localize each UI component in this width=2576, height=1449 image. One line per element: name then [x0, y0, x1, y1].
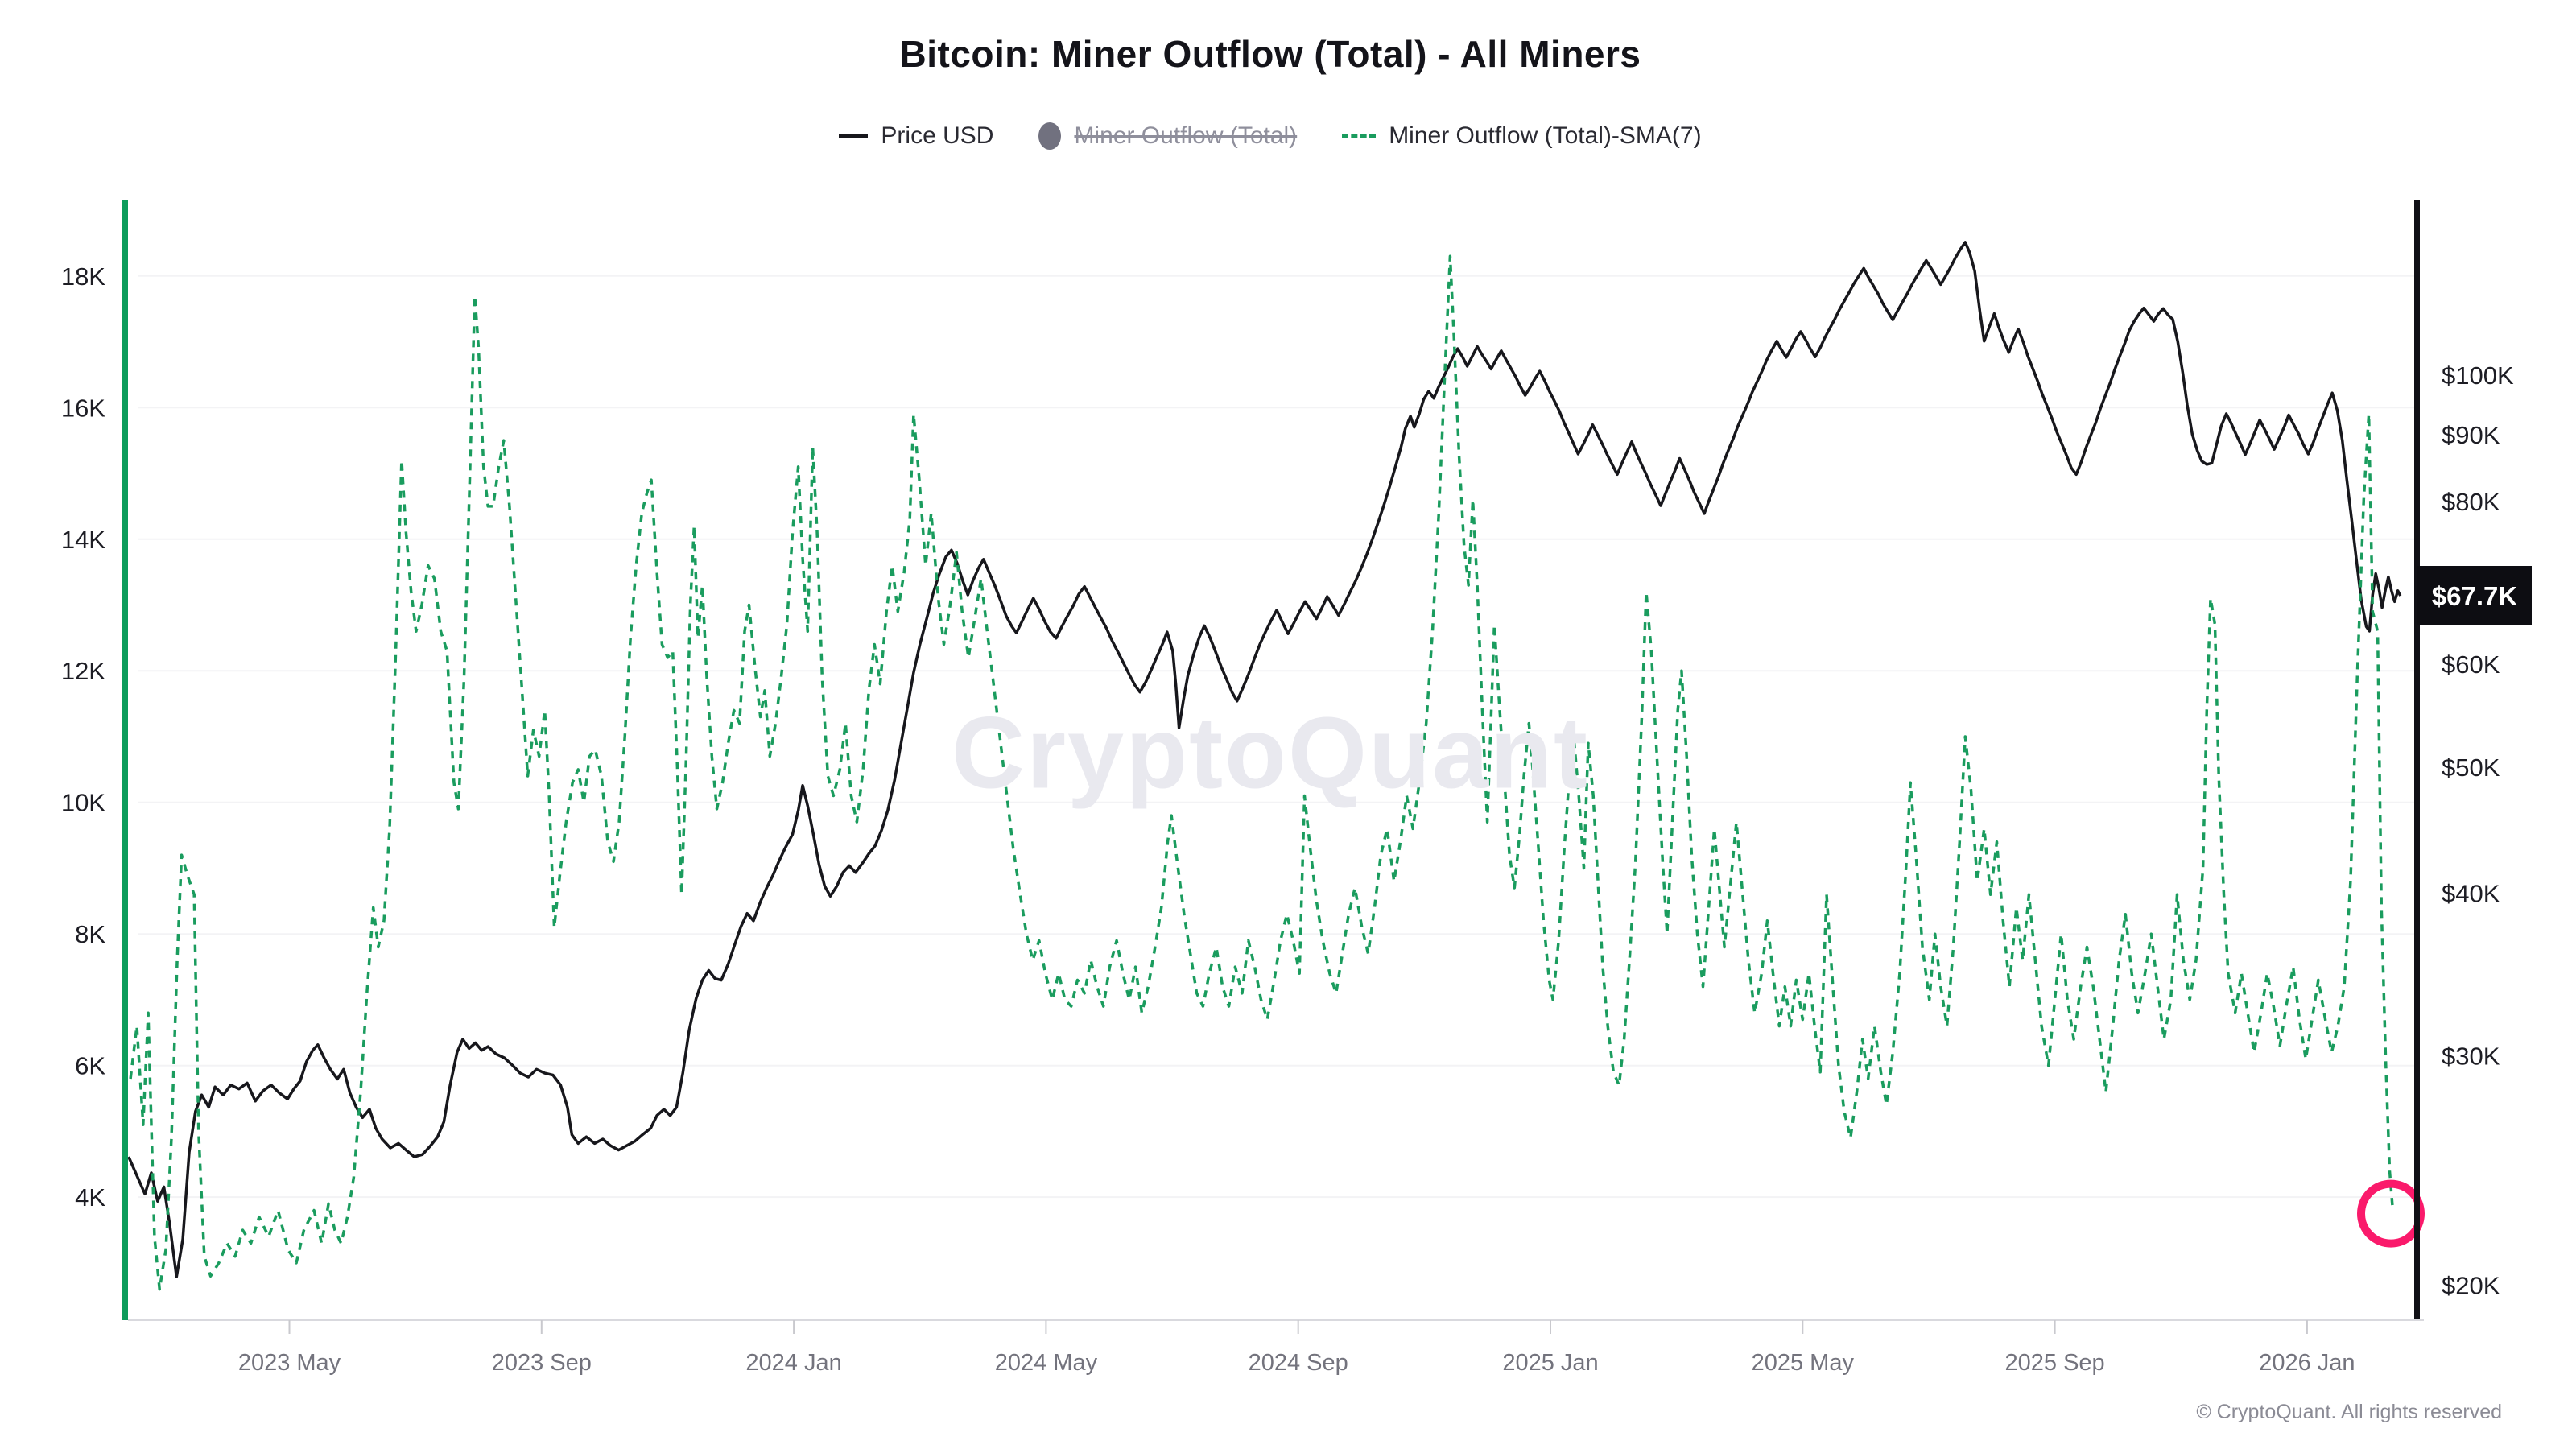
legend-item-miner-outflow-sma7[interactable]: Miner Outflow (Total)-SMA(7)	[1342, 122, 1702, 150]
left-axis-tick-label: 6K	[75, 1052, 105, 1080]
x-tick-label: 2025 May	[1752, 1350, 1855, 1376]
chart-header: Bitcoin: Miner Outflow (Total) - All Min…	[0, 32, 2541, 76]
right-axis-tick-label: $100K	[2442, 361, 2514, 390]
left-axis-tick-label: 12K	[61, 657, 105, 685]
right-axis-bar	[2414, 200, 2420, 1320]
right-axis-tick-label: $90K	[2442, 421, 2500, 449]
x-tick-label: 2023 Sep	[492, 1350, 592, 1376]
left-axis-tick-label: 14K	[61, 526, 105, 554]
x-tick-label: 2024 Jan	[745, 1350, 841, 1376]
x-tick-label: 2025 Sep	[2005, 1350, 2105, 1376]
left-axis-tick-label: 16K	[61, 394, 105, 422]
chart-legend: Price USD Miner Outflow (Total) Miner Ou…	[0, 122, 2541, 150]
left-axis-tick-label: 8K	[75, 920, 105, 948]
circle-marker-icon	[1038, 122, 1062, 150]
right-axis-tick-label: $40K	[2442, 880, 2500, 908]
legend-label: Price USD	[881, 122, 994, 149]
dashed-line-marker-icon	[1342, 134, 1377, 138]
sma-line	[129, 254, 2395, 1291]
price-line	[127, 241, 2402, 1278]
page-title: Bitcoin: Miner Outflow (Total) - All Min…	[899, 33, 1641, 75]
x-tick-label: 2026 Jan	[2259, 1350, 2355, 1376]
highlight-ring	[2357, 1179, 2425, 1248]
right-axis-tick-label: $20K	[2442, 1272, 2500, 1300]
left-axis-tick-label: 18K	[61, 262, 105, 291]
copyright-text: © CryptoQuant. All rights reserved	[2196, 1401, 2502, 1423]
x-tick-label: 2024 Sep	[1249, 1350, 1348, 1376]
right-axis-tick-label: $80K	[2442, 488, 2500, 516]
x-tick-label: 2024 May	[995, 1350, 1098, 1376]
x-tick-label: 2023 May	[238, 1350, 341, 1376]
price-badge-label: $67.7K	[2432, 581, 2518, 611]
right-axis-tick-label: $30K	[2442, 1042, 2500, 1071]
right-axis-tick-label: $50K	[2442, 753, 2500, 782]
legend-label: Miner Outflow (Total)	[1074, 122, 1298, 149]
legend-item-price-usd[interactable]: Price USD	[839, 122, 993, 150]
line-marker-icon	[839, 134, 869, 138]
left-axis-tick-label: 10K	[61, 789, 105, 817]
right-axis-tick-label: $60K	[2442, 650, 2500, 679]
legend-label: Miner Outflow (Total)-SMA(7)	[1389, 122, 1702, 149]
legend-item-miner-outflow-total[interactable]: Miner Outflow (Total)	[1038, 122, 1297, 150]
x-tick-label: 2025 Jan	[1502, 1350, 1598, 1376]
left-axis-tick-label: 4K	[75, 1183, 105, 1212]
left-axis-bar	[122, 200, 128, 1320]
price-badge	[2417, 566, 2532, 625]
